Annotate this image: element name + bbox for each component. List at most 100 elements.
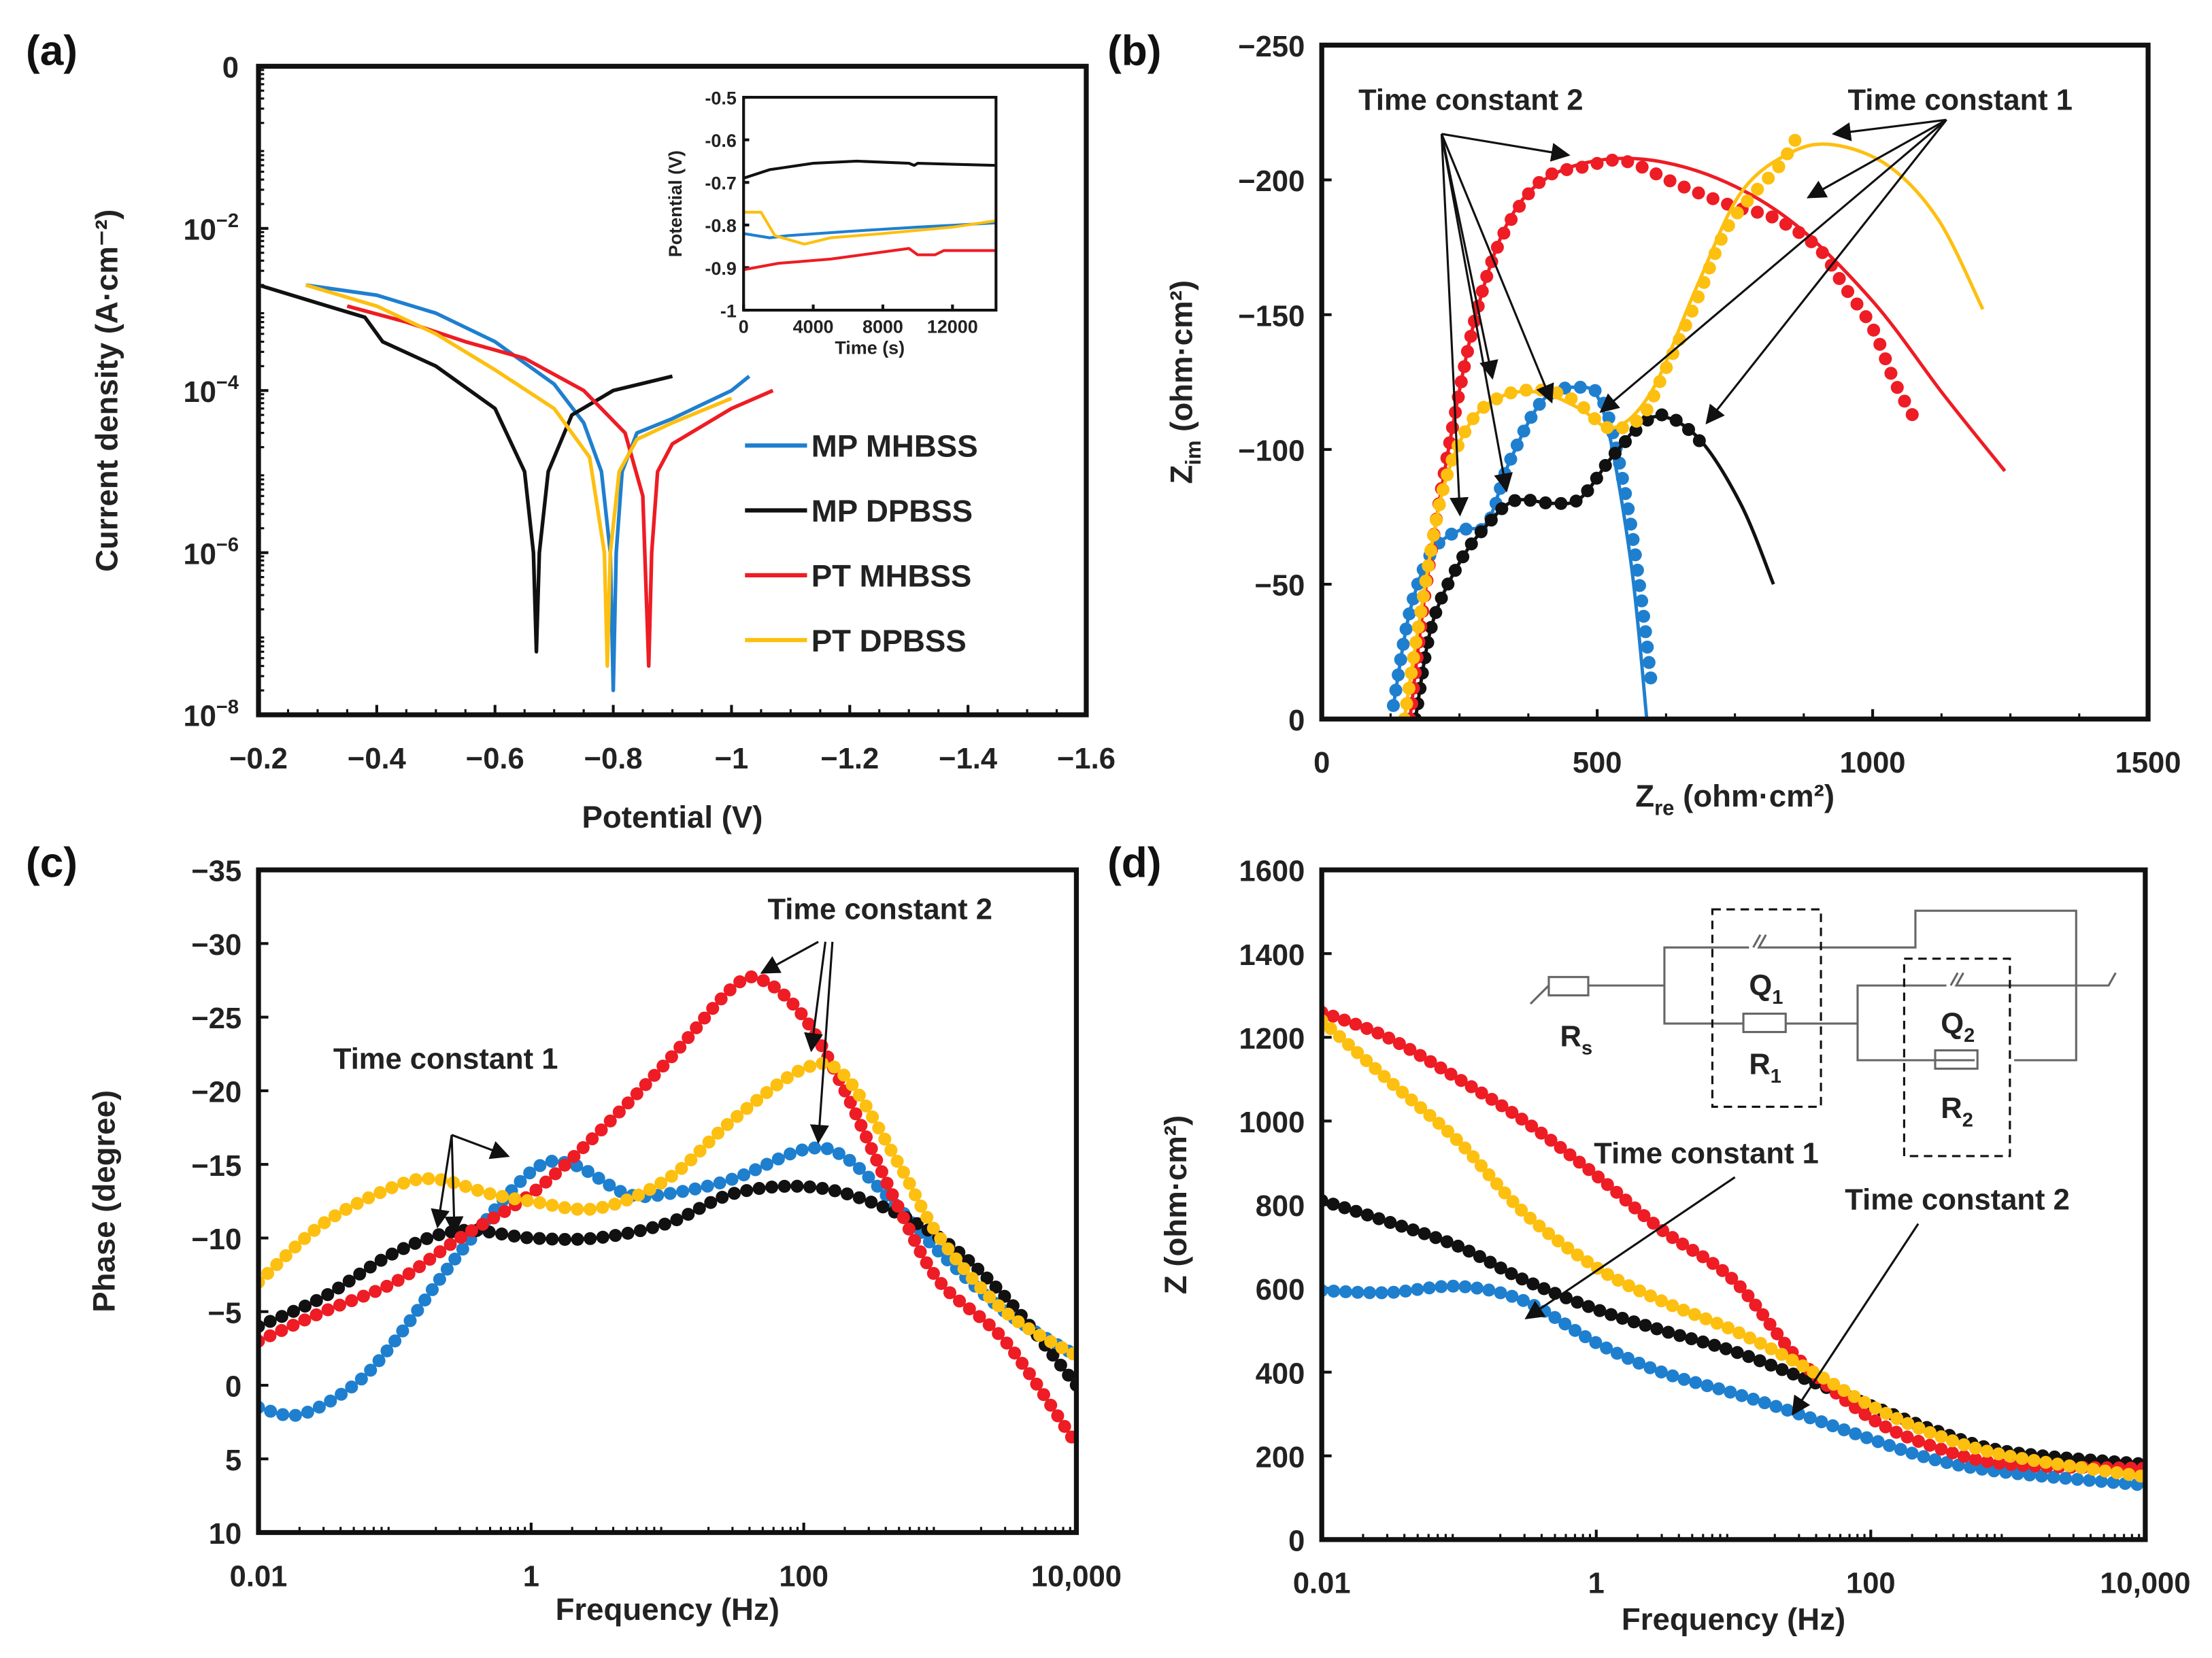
series-layer (1386, 133, 2007, 720)
x-tick-label: 4000 (793, 316, 834, 337)
data-point-pt-mhbss (1859, 310, 1873, 324)
y-tick-label: −20 (191, 1076, 241, 1109)
series-sample-path (1322, 1021, 2145, 1477)
y-tick-label: 10−2 (184, 210, 239, 247)
x-tick-label: −0.6 (466, 743, 524, 775)
equivalent-circuit-diagram: Rs Q1 R1 Q2 R2 (1529, 908, 2117, 1157)
series-layer (1322, 1005, 2145, 1491)
legend-label: MP DPBSS (811, 494, 973, 528)
x-tick-label: 0.01 (1293, 1568, 1351, 1600)
annotations-b: Time constant 2 Time constant 1 (1358, 84, 2073, 517)
x-tick-label: 10,000 (2100, 1568, 2190, 1600)
label-subscript: re (1654, 796, 1674, 819)
x-tick-label: 0 (1313, 747, 1330, 779)
data-point-pt-mhbss (1898, 394, 1911, 408)
data-point-pt-mhbss (1841, 285, 1855, 299)
data-point-mp-mhbss (1642, 656, 1656, 669)
x-axis-label: Frequency (Hz) (556, 1592, 780, 1627)
x-tick-label: 1 (1588, 1568, 1605, 1600)
label-rest: (ohm·cm²) (1164, 280, 1199, 441)
arrow (809, 941, 834, 1145)
y-tick-label: -0.7 (705, 173, 736, 194)
data-point-pt-dpbss (1730, 206, 1744, 220)
data-point-mp-mhbss (1635, 594, 1649, 608)
x-tick-label: −1 (715, 743, 749, 775)
annotation-time-constant-1: Time constant 1 (1594, 1137, 1819, 1170)
y-tick-label: 10 (209, 1518, 241, 1551)
x-tick-label: 1500 (2115, 747, 2181, 779)
y-tick-label: -0.5 (705, 88, 736, 108)
y-tick-label: 600 (1256, 1274, 1305, 1306)
x-tick-label: 8000 (862, 316, 903, 337)
x-tick-label: −0.4 (348, 743, 406, 775)
dashed-box-1 (1711, 908, 1822, 1108)
x-tick-label: 100 (1846, 1568, 1896, 1600)
data-point-pt-mhbss (1692, 186, 1705, 200)
y-tick-label: -0.8 (705, 216, 736, 236)
data-point-pt-dpbss (1741, 194, 1754, 208)
panel-c-bode-phase-chart: 0.01 1 100 10,000 −35 −30 −25 −20 −15 −10 −5 0 5 10 Fr… (87, 856, 1122, 1627)
data-point-pt-mhbss (1832, 272, 1846, 286)
arrow (444, 1134, 464, 1236)
x-axis-label: Time (s) (835, 337, 905, 358)
data-point-pt-mhbss (1706, 192, 1720, 205)
y-tick-label: 10−4 (184, 372, 239, 409)
y-tick-label: −30 (191, 929, 241, 962)
tick-exponent: −4 (216, 372, 239, 394)
data-point-pt-mhbss (1884, 367, 1898, 380)
y-tick-label: 1400 (1239, 939, 1305, 972)
data-point-pt-mhbss (1805, 235, 1818, 248)
arrow (804, 941, 826, 1053)
panel-label-d: (d) (1107, 839, 1161, 886)
y-tick-label: -1 (720, 301, 737, 321)
tick-base: 10 (184, 700, 216, 733)
y-tick-label: 0 (222, 52, 239, 84)
legend-a: MP MHBSS MP DPBSS PT MHBSS PT DPBSS (745, 429, 978, 658)
legend-label: PT MHBSS (811, 558, 972, 593)
data-point-mp-mhbss (1639, 625, 1652, 639)
series-line-mp-dpbss (258, 283, 673, 654)
y-tick-label: −5 (208, 1297, 242, 1330)
x-tick-label: 500 (1573, 747, 1622, 779)
x-tick-label: 12000 (927, 316, 978, 337)
series-layer (258, 970, 1077, 1445)
y-axis-label: Zim (ohm·cm²) (1164, 280, 1205, 484)
y-axis-label: Current density (A·cm⁻²) (90, 209, 124, 572)
data-point-pt-mhbss (1677, 180, 1691, 194)
arrow (1440, 133, 1469, 517)
legend-label: PT DPBSS (811, 624, 967, 658)
panel-label-b: (b) (1107, 27, 1161, 74)
arrow (1441, 133, 1571, 162)
legend-label: MP MHBSS (811, 429, 978, 464)
y-tick-label: 1200 (1239, 1023, 1305, 1055)
x-tick-label: 100 (779, 1560, 828, 1593)
y-tick-label: −250 (1238, 31, 1305, 63)
fit-line-pt-mhbss (1408, 156, 2007, 720)
y-tick-label: 200 (1256, 1441, 1305, 1474)
resistor-r2 (1934, 1049, 1979, 1070)
fit-line-pt-mhbss (258, 975, 1077, 1445)
x-tick-label: −1.4 (939, 743, 997, 775)
arrow (451, 1134, 510, 1160)
annotation-time-constant-1: Time constant 1 (333, 1043, 558, 1075)
panel-d-bode-modulus-chart: 0.01 1 100 10,000 0 200 400 600 800 1000 1200 1400 1… (1158, 856, 2190, 1637)
panel-a-polarization-chart: −0.2 −0.4 −0.6 −0.8 −1 −1.2 −1.4 −1.6010−210−41… (90, 52, 1116, 834)
x-axis-label: Zre (ohm·cm²) (1635, 779, 1834, 819)
y-tick-label: −15 (191, 1150, 241, 1183)
tick-exponent: −6 (216, 535, 239, 556)
y-axis-label: Potential (V) (665, 150, 686, 257)
y-tick-label: 0 (1288, 1525, 1305, 1557)
fit-line-pt-dpbss (1403, 142, 1985, 720)
series-line-mp-mhbss (743, 221, 996, 239)
arrow (1792, 1223, 1920, 1416)
data-point-mp-mhbss (1641, 640, 1654, 654)
panel-label-a: (a) (26, 27, 78, 74)
label-rest: (ohm·cm²) (1674, 779, 1834, 813)
data-point-pt-mhbss (1867, 323, 1881, 337)
fit-line-mp-mhbss (258, 1146, 1077, 1417)
arrow (760, 941, 819, 974)
data-point-pt-mhbss (1850, 297, 1864, 311)
y-tick-label: -0.9 (705, 258, 736, 279)
label-subscript: im (1182, 441, 1205, 465)
